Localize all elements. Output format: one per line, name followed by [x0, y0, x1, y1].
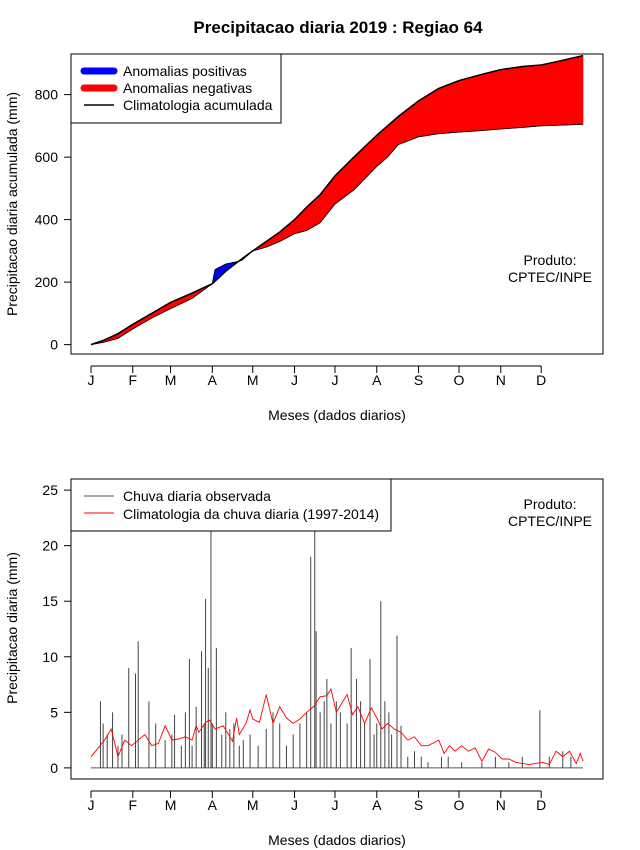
x-tick-label: F — [129, 372, 138, 388]
y-tick-label: 800 — [35, 87, 59, 103]
daily-panel: 0 5 10 15 20 25 J F M A M J J A S O N D Precipitacao dia… — [4, 478, 604, 848]
x-axis-label: Meses (dados diarios) — [268, 832, 406, 848]
cumulative-lines — [90, 54, 584, 346]
x-axis-label: Meses (dados diarios) — [268, 407, 406, 423]
x-tick-label: J — [291, 797, 298, 813]
x-tick-label: M — [247, 797, 259, 813]
anomaly-segment — [581, 55, 584, 125]
legend-box — [70, 478, 392, 532]
climatology-line — [90, 687, 584, 766]
x-tick-label: S — [414, 797, 423, 813]
y-tick-label: 20 — [42, 538, 58, 554]
y-tick-label: 10 — [42, 649, 58, 665]
x-tick-label: F — [129, 797, 138, 813]
x-tick-label: M — [165, 797, 177, 813]
x-tick-label: O — [454, 797, 465, 813]
legend-label-climatology: Climatologia acumulada — [123, 97, 273, 113]
x-tick-label: M — [165, 372, 177, 388]
x-tick-label: M — [247, 372, 259, 388]
legend-label-negative: Anomalias negativas — [123, 80, 252, 96]
x-tick-label: J — [88, 797, 95, 813]
plot-frame — [70, 53, 604, 355]
x-tick-label: A — [372, 797, 382, 813]
climatology-daily-line — [90, 687, 584, 766]
y-tick-label: 400 — [35, 212, 59, 228]
y-axis-label: Precipitacao diaria (mm) — [4, 552, 20, 704]
x-tick-label: N — [496, 372, 506, 388]
x-tick-label: J — [331, 797, 338, 813]
cumulative-panel: 0 200 400 600 800 J F M A M J J A S O N D Precipitacao … — [4, 53, 604, 423]
y-tick-label: 25 — [42, 482, 58, 498]
y-tick-label: 15 — [42, 593, 58, 609]
y-tick-label: 0 — [50, 760, 58, 776]
legend-label-climatology: Climatologia da chuva diaria (1997-2014) — [123, 506, 379, 522]
y-tick-label: 200 — [35, 274, 59, 290]
annotation-produto: Produto: — [524, 496, 577, 512]
x-tick-label: D — [536, 797, 546, 813]
legend-label-positive: Anomalias positivas — [123, 63, 247, 79]
y-tick-label: 600 — [35, 149, 59, 165]
y-tick-label: 5 — [50, 704, 58, 720]
x-tick-label: O — [454, 372, 465, 388]
observed-bars — [91, 526, 583, 769]
annotation-cptec: CPTEC/INPE — [508, 513, 592, 529]
x-tick-label: J — [331, 372, 338, 388]
x-tick-label: A — [208, 797, 218, 813]
legend: Anomalias positivas Anomalias negativas … — [70, 53, 282, 124]
observed-cumulative-line — [90, 123, 584, 346]
y-tick-label: 0 — [50, 337, 58, 353]
chart-title: Precipitacao diaria 2019 : Regiao 64 — [193, 18, 483, 37]
x-tick-label: A — [208, 372, 218, 388]
annotation-cptec: CPTEC/INPE — [508, 269, 592, 285]
x-tick-label: D — [536, 372, 546, 388]
climatology-cumulative-line — [90, 54, 584, 346]
legend: Chuva diaria observada Climatologia da c… — [70, 478, 392, 532]
x-tick-label: J — [88, 372, 95, 388]
y-axis: 0 200 400 600 800 — [35, 87, 71, 353]
y-axis-label: Precipitacao diaria acumulada (mm) — [4, 92, 20, 316]
legend-label-observed: Chuva diaria observada — [123, 488, 271, 504]
x-tick-label: J — [291, 372, 298, 388]
x-tick-label: S — [414, 372, 423, 388]
x-tick-label: N — [496, 797, 506, 813]
x-tick-label: A — [372, 372, 382, 388]
annotation-produto: Produto: — [524, 252, 577, 268]
y-axis: 0 5 10 15 20 25 — [42, 482, 71, 776]
